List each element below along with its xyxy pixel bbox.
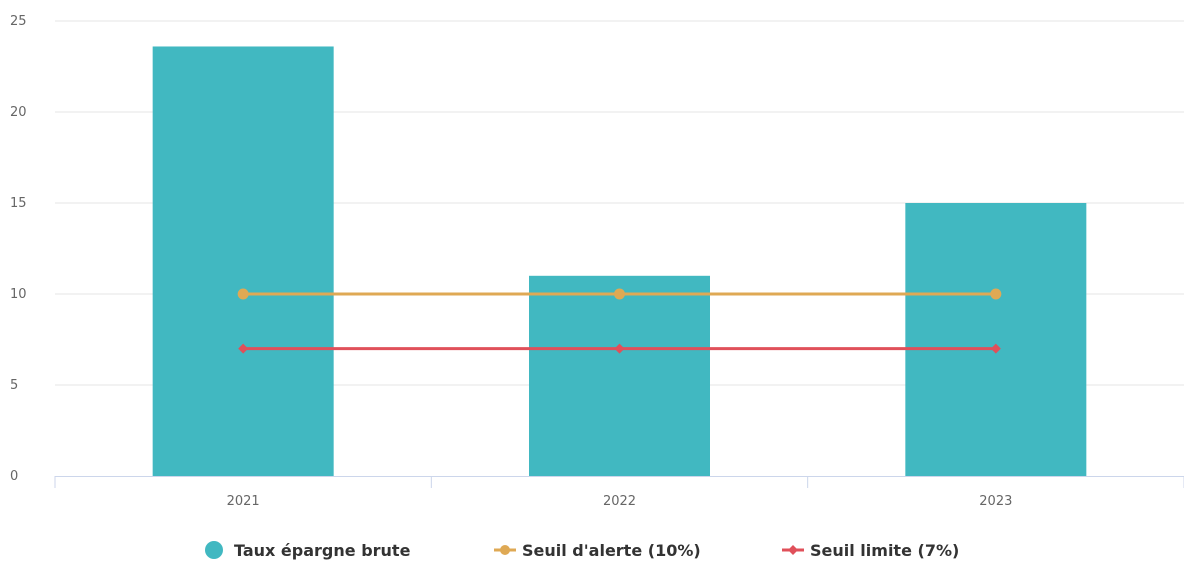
line-layer	[237, 288, 1002, 354]
bar-2021[interactable]	[152, 46, 334, 476]
legend-label: Seuil limite (7%)	[810, 541, 959, 560]
legend-item-1[interactable]: Seuil d'alerte (10%)	[494, 541, 701, 560]
x-tick-label: 2022	[603, 494, 636, 509]
legend-label: Seuil d'alerte (10%)	[522, 541, 701, 560]
diamond-marker[interactable]	[990, 343, 1001, 354]
circle-marker[interactable]	[614, 288, 625, 300]
y-tick-label: 15	[10, 196, 27, 211]
legend-item-2[interactable]: Seuil limite (7%)	[782, 541, 959, 560]
circle-marker[interactable]	[990, 288, 1002, 300]
circle-marker[interactable]	[237, 288, 249, 300]
legend-dot-icon	[500, 545, 510, 555]
x-axis: 2021 2022 2023	[54, 476, 1184, 509]
legend-item-0[interactable]: Taux épargne brute	[205, 541, 411, 560]
y-tick-label: 10	[10, 287, 27, 302]
diamond-marker[interactable]	[238, 343, 249, 354]
legend[interactable]: Taux épargne brute Seuil d'alerte (10%) Se…	[205, 541, 959, 560]
legend-diamond-icon	[788, 545, 798, 555]
y-tick-label: 25	[10, 14, 27, 29]
x-tick-label: 2023	[979, 494, 1012, 509]
bar-layer	[152, 46, 1087, 476]
y-tick-label: 20	[10, 105, 27, 120]
legend-label: Taux épargne brute	[234, 541, 411, 560]
legend-circle-icon	[205, 541, 223, 559]
bar-2023[interactable]	[905, 203, 1087, 476]
diamond-marker[interactable]	[614, 343, 625, 354]
y-tick-label: 0	[10, 469, 18, 484]
x-tick-label: 2021	[227, 494, 260, 509]
y-tick-label: 5	[10, 378, 18, 393]
bar-2022[interactable]	[529, 275, 710, 476]
y-axis: 0 5 10 15 20 25	[10, 14, 27, 484]
